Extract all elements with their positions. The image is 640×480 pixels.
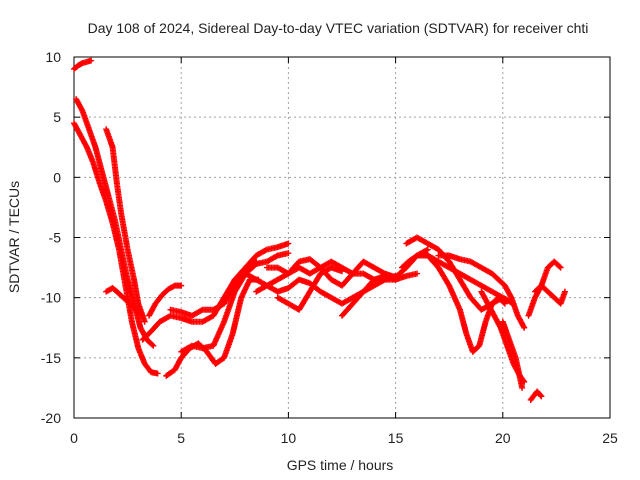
axis-tick-labels: 0 5 10 15 20 25 -20 -15 -10 -5 0 5 10 — [41, 49, 618, 446]
series-s6 — [146, 282, 185, 319]
data-point — [392, 276, 399, 283]
chart-title: Day 108 of 2024, Sidereal Day-to-day VTE… — [88, 20, 589, 36]
data-point — [556, 263, 563, 270]
data-point — [138, 311, 145, 318]
data-point — [154, 370, 161, 377]
grid-lines — [74, 57, 610, 418]
y-tick-label: -20 — [41, 410, 61, 426]
y-tick-label: 10 — [45, 49, 61, 65]
data-point — [538, 393, 545, 400]
y-tick-label: -10 — [41, 290, 61, 306]
data-point — [285, 240, 292, 247]
series-s5 — [103, 285, 146, 319]
data-point — [561, 288, 568, 295]
series-s15 — [339, 273, 399, 319]
x-tick-label: 10 — [281, 430, 297, 446]
series-s7 — [163, 276, 262, 379]
data-point — [424, 246, 431, 253]
data-point — [339, 268, 345, 275]
data-point — [414, 270, 421, 277]
data-point — [139, 312, 146, 319]
series-s18 — [414, 252, 517, 307]
x-tick-label: 5 — [177, 430, 185, 446]
series-s22 — [527, 388, 545, 403]
data-point — [150, 342, 157, 349]
series-s24 — [531, 282, 568, 307]
data-point — [412, 253, 419, 260]
series-s19 — [435, 252, 528, 331]
y-axis-label: SDTVAR / TECUs — [6, 181, 22, 293]
x-tick-label: 25 — [602, 430, 618, 446]
series-s10 — [178, 250, 292, 355]
data-point — [88, 57, 95, 64]
x-axis-label: GPS time / hours — [287, 457, 394, 473]
axis-ticks — [73, 56, 611, 419]
series-s20 — [478, 288, 528, 385]
series-s2 — [73, 96, 157, 349]
data-point — [178, 282, 185, 289]
y-tick-label: 0 — [53, 169, 61, 185]
data-point — [521, 324, 528, 331]
data-points — [71, 57, 568, 403]
data-point — [149, 341, 156, 348]
data-point — [557, 264, 564, 271]
data-point — [285, 250, 292, 257]
y-tick-label: -15 — [41, 350, 61, 366]
x-tick-label: 20 — [495, 430, 511, 446]
series-s21 — [499, 318, 526, 391]
data-point — [519, 384, 526, 391]
data-point — [537, 392, 544, 399]
series-s9 — [167, 240, 292, 319]
y-tick-label: 5 — [53, 109, 61, 125]
series-s13 — [263, 246, 431, 289]
x-tick-label: 15 — [388, 430, 404, 446]
y-tick-label: -5 — [49, 230, 62, 246]
data-point — [141, 318, 148, 325]
x-tick-label: 0 — [70, 430, 78, 446]
series-s3 — [71, 57, 95, 73]
series-s14 — [274, 264, 345, 313]
